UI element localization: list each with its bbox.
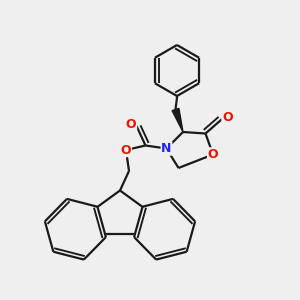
Text: N: N: [161, 142, 172, 155]
Text: O: O: [126, 118, 136, 131]
Polygon shape: [172, 108, 183, 132]
Text: O: O: [121, 143, 131, 157]
Text: O: O: [208, 148, 218, 161]
Text: O: O: [222, 111, 233, 124]
